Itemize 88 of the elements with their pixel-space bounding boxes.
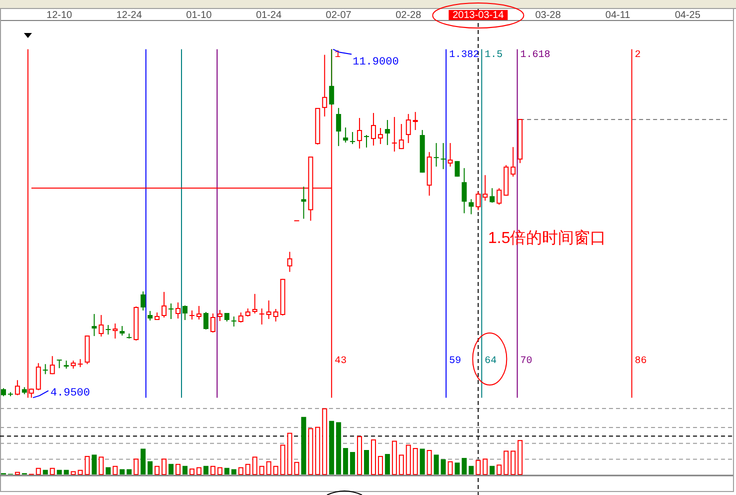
bar <box>259 466 264 475</box>
bar <box>224 468 230 474</box>
bar <box>84 456 90 475</box>
annotation: 2 <box>634 50 641 61</box>
bar <box>120 469 125 474</box>
bar <box>301 416 306 474</box>
bar <box>189 468 194 475</box>
bar <box>434 454 439 474</box>
bar <box>162 458 167 475</box>
x-tick-label: 01-10 <box>186 10 212 21</box>
bar <box>448 461 453 475</box>
bar <box>245 464 250 475</box>
bar <box>106 467 111 474</box>
bar <box>308 428 314 475</box>
bar <box>315 426 320 475</box>
bar <box>42 470 48 474</box>
bar <box>378 456 383 475</box>
annotation: 1.618 <box>520 50 550 61</box>
bar <box>496 464 502 475</box>
bar <box>231 469 236 474</box>
bar <box>196 467 202 475</box>
annotation: 86 <box>634 356 647 367</box>
bar <box>468 466 474 474</box>
annotation: 43 <box>334 356 347 367</box>
bar <box>50 468 55 475</box>
annotation: 1.382 <box>449 50 480 61</box>
bar <box>168 464 174 474</box>
bar <box>176 464 181 475</box>
bar <box>98 456 104 475</box>
annotation: 1.5 <box>484 50 503 61</box>
bar <box>370 439 376 475</box>
bar <box>112 466 118 475</box>
bar <box>490 466 495 474</box>
x-tick-label: 03-28 <box>535 10 562 21</box>
bar <box>357 436 362 475</box>
bar <box>350 452 356 474</box>
bar <box>70 471 76 475</box>
bar <box>504 450 509 475</box>
x-tick-label: 2013-03-14 <box>452 10 504 21</box>
bar <box>203 466 208 474</box>
annotation: 70 <box>520 356 532 367</box>
bar <box>252 456 258 475</box>
annotation: 11.9000 <box>352 56 399 68</box>
bar <box>518 440 523 475</box>
annotation: 59 <box>449 356 462 367</box>
bar <box>384 454 390 474</box>
x-tick-label: 01-24 <box>256 10 282 21</box>
x-tick-label: 12-10 <box>46 10 73 21</box>
bar <box>294 462 300 475</box>
bar <box>336 422 342 474</box>
bar <box>134 458 139 475</box>
bar <box>398 454 404 475</box>
bar <box>322 408 328 475</box>
bar <box>36 468 41 475</box>
bar <box>154 466 160 475</box>
x-tick-label: 04-25 <box>674 10 701 21</box>
bar <box>420 448 425 474</box>
bar <box>14 472 20 475</box>
bar <box>426 450 432 475</box>
bar <box>210 466 216 475</box>
annotation: 64 <box>484 356 497 367</box>
bar <box>392 440 397 475</box>
x-tick-label: 04-11 <box>605 10 631 21</box>
bar <box>476 460 481 475</box>
bar <box>78 470 83 475</box>
bar <box>510 450 516 475</box>
annotation: 4.9500 <box>50 388 90 400</box>
bar <box>364 450 369 474</box>
bar <box>64 470 69 474</box>
bar <box>140 448 146 474</box>
bar <box>148 461 153 474</box>
bar <box>126 469 132 474</box>
bar <box>92 454 97 474</box>
bar <box>412 448 418 475</box>
x-tick-label: 02-07 <box>326 10 352 21</box>
bar <box>280 444 286 475</box>
bar <box>343 448 348 474</box>
bar <box>287 432 292 475</box>
bar <box>329 420 334 474</box>
bar <box>440 459 446 474</box>
bar <box>238 467 244 475</box>
x-tick-label: 12-24 <box>116 10 142 21</box>
bar <box>482 458 488 475</box>
x-tick-label: 02-28 <box>396 10 422 21</box>
bar <box>217 467 222 475</box>
bar <box>182 466 188 474</box>
bar <box>56 470 62 474</box>
bar <box>406 444 411 475</box>
